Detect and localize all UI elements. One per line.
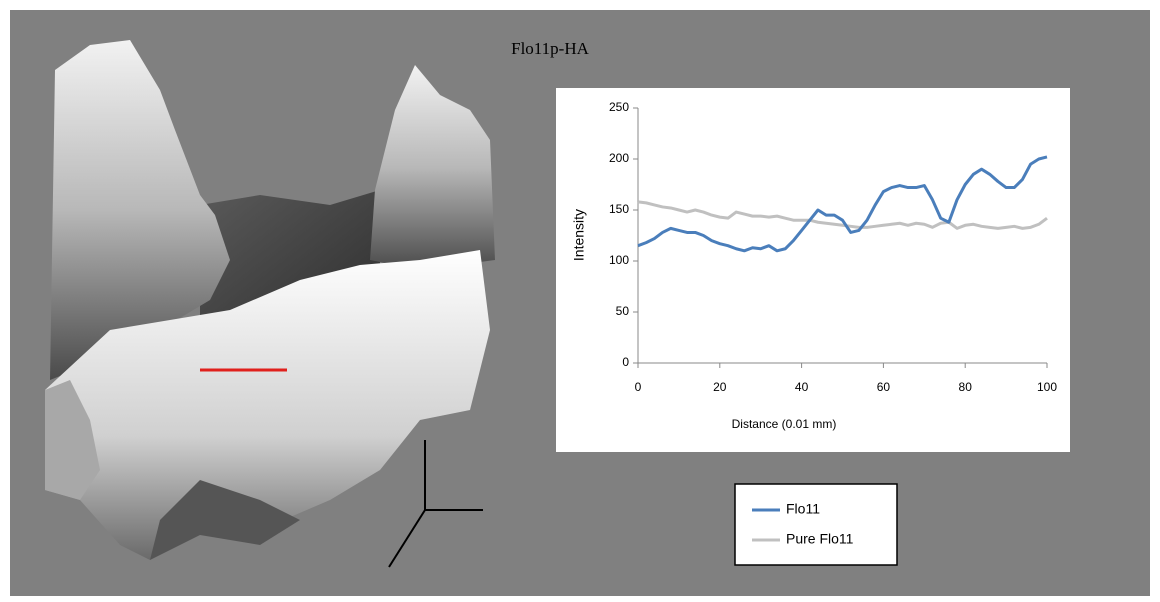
chart-title: Flo11p-HA <box>511 39 589 58</box>
y-tick-label: 250 <box>609 100 629 114</box>
y-axis-label: Intensity <box>571 209 587 261</box>
x-tick-label: 0 <box>635 380 642 394</box>
x-tick-label: 20 <box>713 380 727 394</box>
y-tick-label: 50 <box>616 304 630 318</box>
legend-label: Pure Flo11 <box>786 531 854 547</box>
x-tick-label: 60 <box>877 380 891 394</box>
x-tick-label: 80 <box>959 380 973 394</box>
figure: Flo11p-HA Distance (0.01 mm) Intensity 0… <box>0 0 1160 602</box>
x-tick-label: 100 <box>1037 380 1057 394</box>
legend-label: Flo11 <box>786 501 820 517</box>
y-tick-label: 200 <box>609 151 629 165</box>
y-tick-label: 150 <box>609 202 629 216</box>
page: {"chart_data": {"type": "line", "title":… <box>0 0 1160 602</box>
x-tick-label: 40 <box>795 380 809 394</box>
legend <box>735 484 897 565</box>
y-tick-label: 0 <box>622 355 629 369</box>
x-axis-label: Distance (0.01 mm) <box>732 417 837 431</box>
y-tick-label: 100 <box>609 253 629 267</box>
chart-area <box>556 88 1070 452</box>
